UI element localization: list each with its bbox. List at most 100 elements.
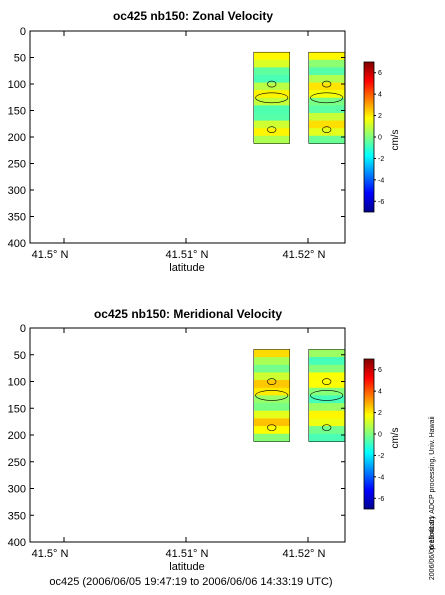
- velocity-cell: [308, 410, 345, 420]
- velocity-cell: [253, 349, 290, 358]
- colorbar-tick-label: 4: [378, 92, 382, 99]
- plot-timestamp: 2006/06/06 15:41:01: [429, 516, 436, 580]
- velocity-cell: [308, 120, 345, 129]
- velocity-cell: [253, 357, 290, 366]
- colorbar-tick-label: -4: [378, 177, 384, 184]
- velocity-cell: [253, 135, 290, 144]
- velocity-field: [253, 349, 345, 443]
- velocity-profile-outline: [253, 349, 290, 442]
- y-tick-label: 350: [8, 212, 26, 224]
- x-tick-label: 41.51° N: [166, 249, 209, 261]
- plot-frame: [29, 327, 346, 543]
- plot-frame: [29, 30, 346, 244]
- contour-line: [310, 390, 344, 401]
- y-tick-label: 50: [14, 53, 26, 65]
- velocity-cell: [253, 82, 290, 91]
- velocity-cell: [253, 112, 290, 122]
- velocity-cell: [308, 364, 345, 374]
- y-tick-label: 250: [8, 159, 26, 171]
- velocity-cell: [308, 52, 345, 61]
- contour-line: [322, 126, 332, 133]
- velocity-cell: [253, 105, 290, 114]
- y-tick-label: 0: [20, 323, 26, 335]
- y-tick-label: 250: [8, 457, 26, 469]
- colorbar-tick-label: -2: [378, 156, 384, 163]
- velocity-cell: [308, 74, 345, 84]
- contour-line: [267, 80, 277, 88]
- contour-line: [322, 378, 332, 385]
- velocity-cell: [308, 418, 345, 427]
- velocity-profile-outline: [253, 51, 290, 144]
- x-tick-label: 41.51° N: [166, 548, 209, 560]
- contour-line: [322, 424, 332, 431]
- colorbar: 6 4 2 0 -2 -4 -6 cm/s: [363, 358, 401, 510]
- chart-title: oc425 nb150: Meridional Velocity: [94, 307, 282, 321]
- colorbar-tick-label: -4: [378, 474, 384, 481]
- velocity-cell: [253, 403, 290, 412]
- velocity-cell: [308, 82, 345, 91]
- x-axis-label: latitude: [169, 561, 204, 573]
- y-tick-label: 350: [8, 510, 26, 522]
- velocity-cell: [253, 59, 290, 68]
- velocity-cell: [253, 97, 290, 106]
- x-tick-label: 41.52° N: [283, 249, 326, 261]
- x-axis: 41.5° N 41.51° N 41.52° N latitude: [32, 328, 326, 573]
- velocity-cell: [253, 410, 290, 420]
- colorbar-tick-label: 0: [378, 432, 382, 439]
- contour-line: [322, 80, 332, 88]
- y-axis: 0 50 100 150 200 250 300 350 400: [8, 26, 345, 250]
- contour-line: [255, 92, 289, 104]
- velocity-cell: [308, 128, 345, 137]
- velocity-cell: [308, 403, 345, 412]
- velocity-cell: [253, 120, 290, 129]
- y-tick-label: 0: [20, 26, 26, 38]
- velocity-cell: [308, 387, 345, 397]
- colorbar: 6 4 2 0 -2 -4 -6 cm/s: [363, 61, 401, 213]
- x-tick-label: 41.52° N: [283, 548, 326, 560]
- velocity-cell: [308, 426, 345, 435]
- velocity-cell: [253, 380, 290, 389]
- velocity-cell: [253, 364, 290, 374]
- time-range-caption: oc425 (2006/06/05 19:47:19 to 2006/06/06…: [49, 576, 332, 588]
- x-tick-label: 41.5° N: [32, 249, 69, 261]
- colorbar-tick-label: 2: [378, 410, 382, 417]
- panel-meridional: oc425 nb150: Meridional Velocity 0 50 100 1…: [8, 307, 401, 573]
- colorbar-tick-label: -2: [378, 453, 384, 460]
- colorbar-tick-label: -6: [378, 199, 384, 206]
- velocity-cell: [253, 372, 290, 381]
- velocity-cell: [253, 433, 290, 443]
- colorbar-tick-label: 4: [378, 389, 382, 396]
- y-tick-label: 50: [14, 350, 26, 362]
- y-axis: 0 50 100 150 200 250 300 350 400: [8, 323, 345, 549]
- velocity-cell: [253, 426, 290, 435]
- x-axis: 41.5° N 41.51° N 41.52° N latitude: [32, 31, 326, 274]
- contour-line: [310, 92, 344, 104]
- colorbar-tick-label: 0: [378, 135, 382, 142]
- velocity-cell: [308, 112, 345, 122]
- velocity-cell: [308, 90, 345, 99]
- y-tick-label: 200: [8, 430, 26, 442]
- velocity-cell: [308, 67, 345, 76]
- x-axis-label: latitude: [169, 262, 204, 274]
- colorbar-label: cm/s: [390, 427, 401, 448]
- velocity-cell: [253, 418, 290, 427]
- contour-line: [255, 390, 289, 401]
- velocity-cell: [308, 433, 345, 443]
- y-tick-label: 100: [8, 377, 26, 389]
- y-tick-label: 150: [8, 403, 26, 415]
- colorbar-scale: [363, 61, 375, 213]
- contour-line: [267, 378, 277, 385]
- velocity-cell: [308, 59, 345, 68]
- velocity-cell: [253, 395, 290, 404]
- processing-credit: preliminary ADCP processing, Univ. Hawai…: [429, 416, 436, 550]
- velocity-cell: [308, 357, 345, 366]
- velocity-cell: [253, 128, 290, 137]
- velocity-field: [253, 51, 345, 144]
- velocity-cell: [308, 380, 345, 389]
- velocity-cell: [308, 349, 345, 358]
- colorbar-tick-label: -6: [378, 496, 384, 503]
- contour-line: [267, 126, 277, 133]
- y-tick-label: 400: [8, 537, 26, 549]
- colorbar-tick-label: 6: [378, 367, 382, 374]
